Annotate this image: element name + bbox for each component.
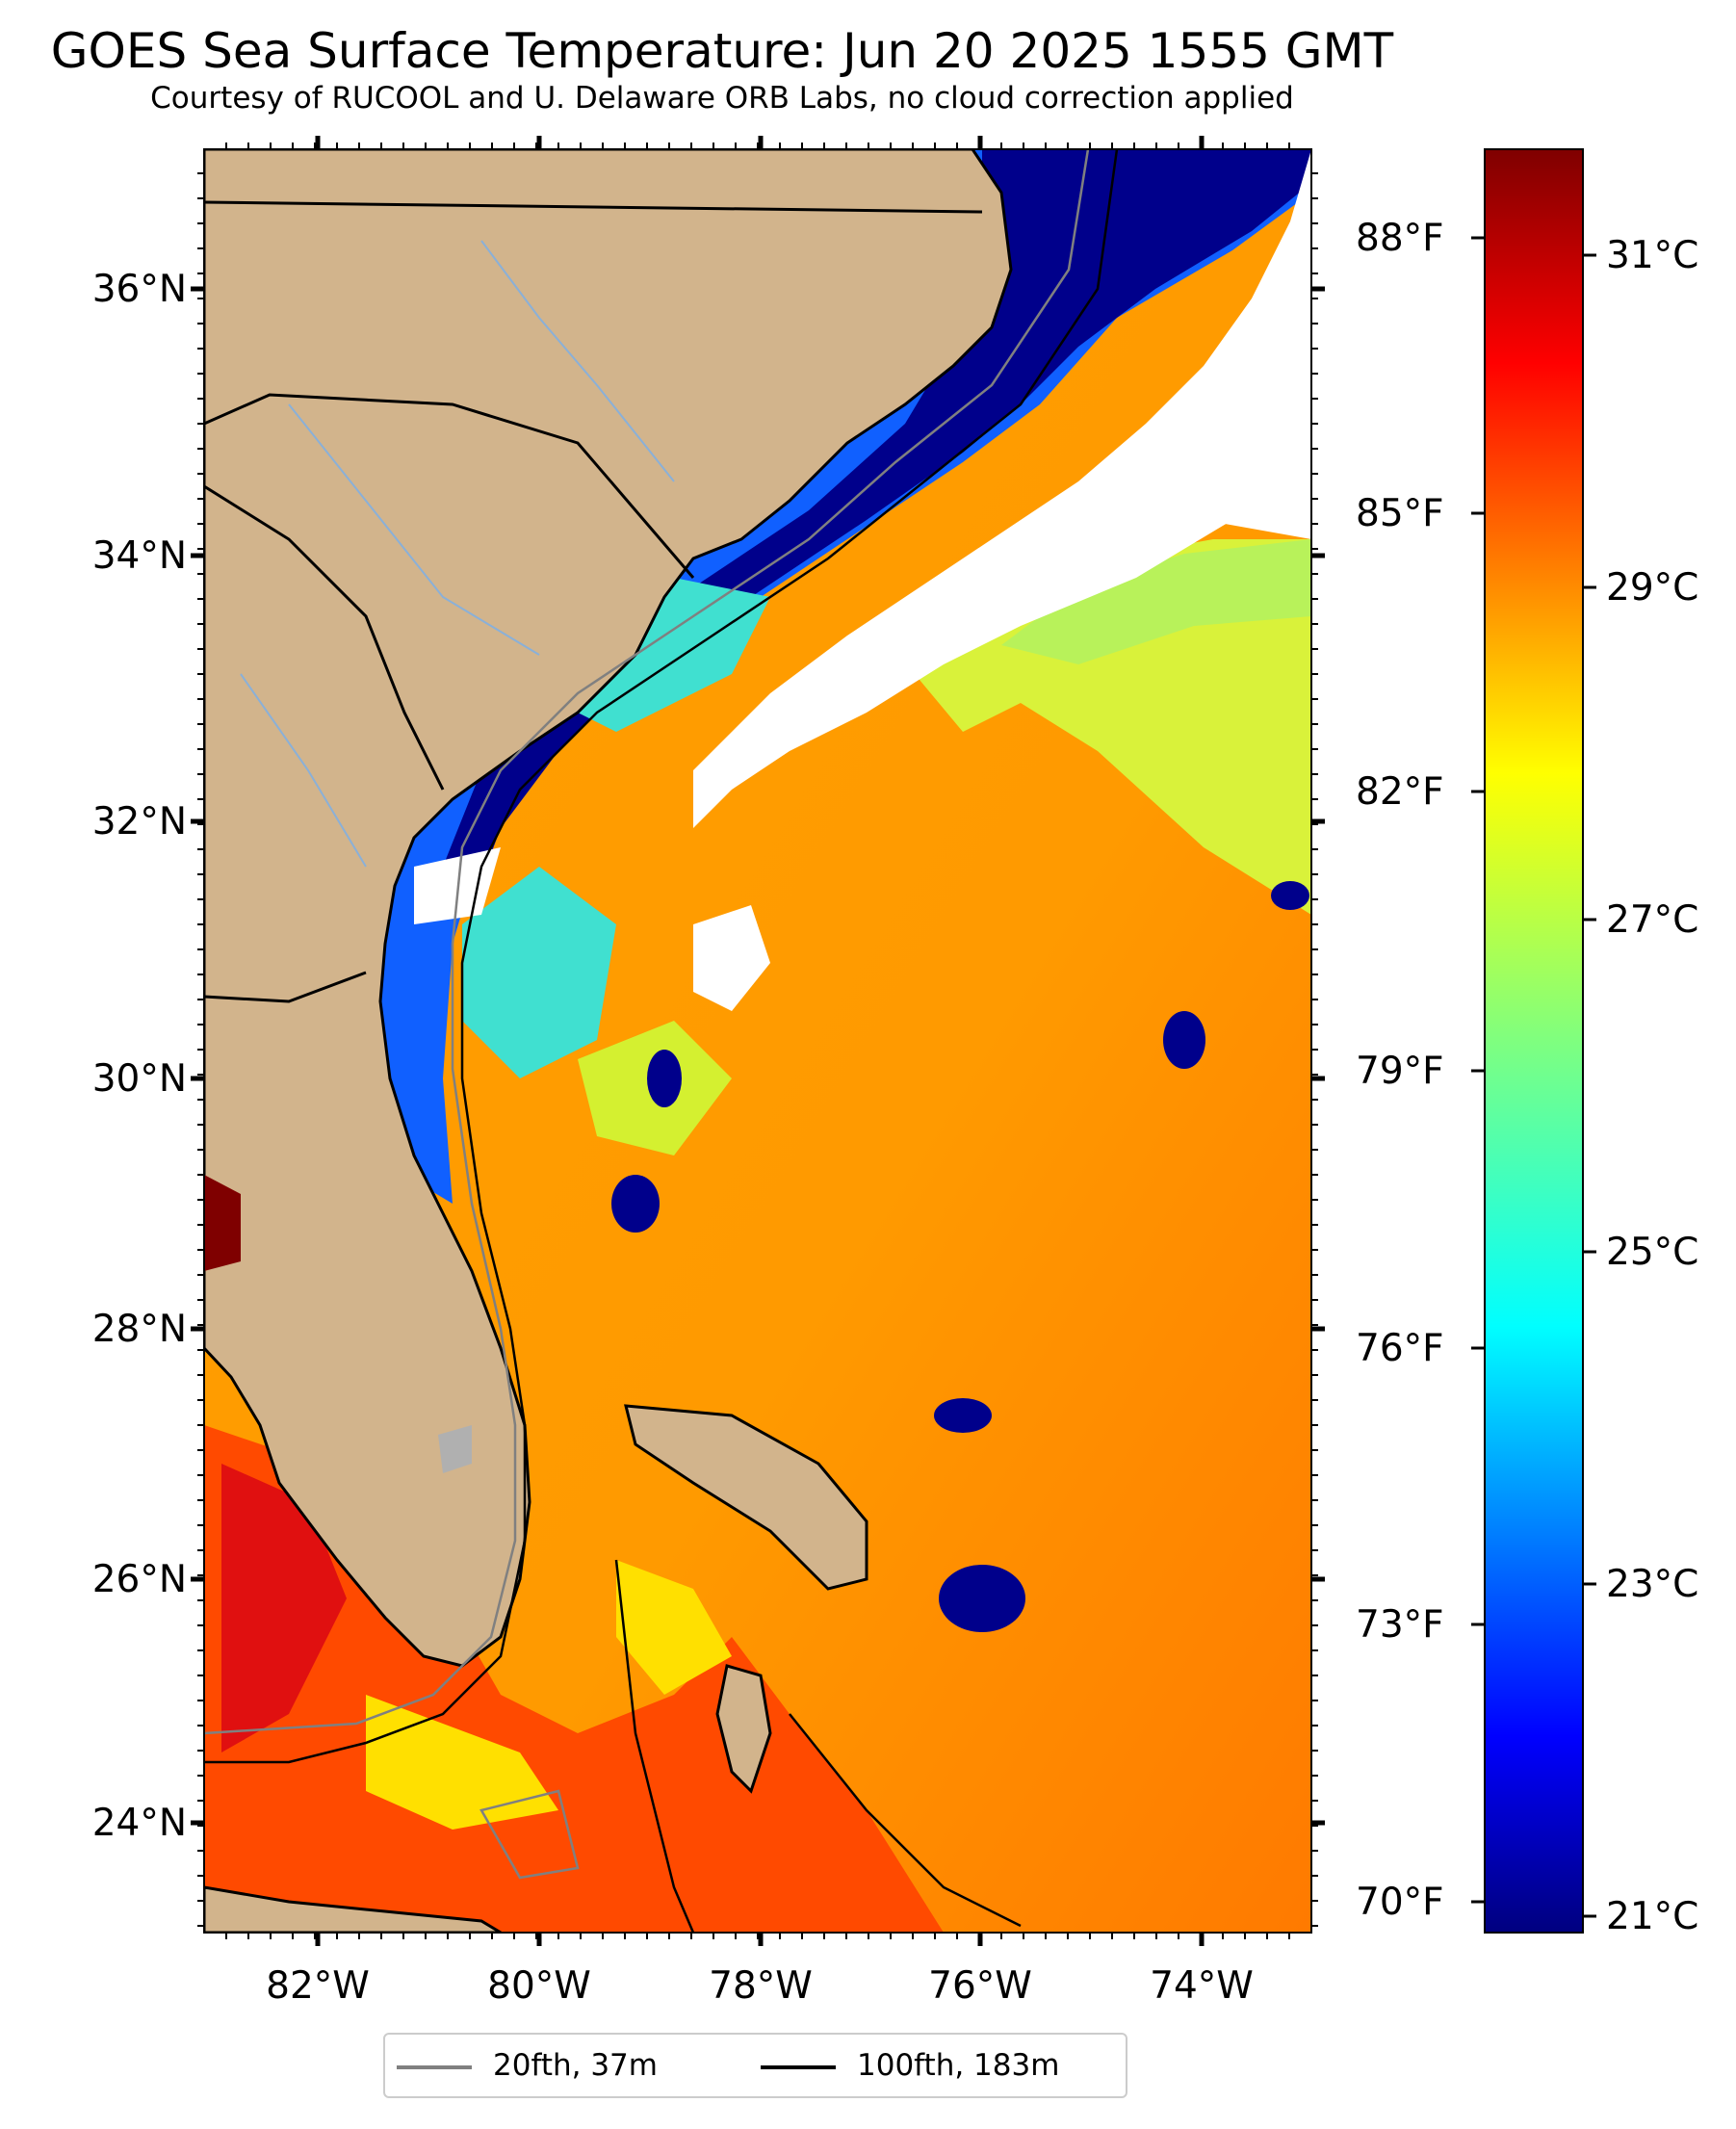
border-ga-fl: [204, 971, 367, 1003]
lat-tick-label: 24°N: [92, 1802, 187, 1845]
border-sc-ga: [204, 484, 445, 791]
lon-tick-label: 78°W: [709, 1964, 813, 2008]
colorbar-c-label: 29°C: [1606, 566, 1698, 610]
river: [480, 240, 675, 482]
lat-tick-label: 34°N: [92, 534, 187, 578]
cold-spot: [1163, 1011, 1205, 1069]
ocean-darkred-patch: [221, 1464, 347, 1753]
land-cuba: [204, 1885, 504, 1933]
lake-okeechobee: [438, 1425, 472, 1473]
axis-labels: 36°N 34°N 32°N 30°N 28°N 26°N 24°N 82°W 80°W 78°W…: [92, 268, 1254, 2008]
colorbar-f-label: 73°F: [1356, 1603, 1444, 1647]
colorbar-c-label: 23°C: [1606, 1563, 1698, 1606]
legend-label: 100fth, 183m: [857, 2048, 1060, 2083]
inland-lake-hot: [204, 1175, 241, 1271]
colorbar-f-label: 70°F: [1356, 1881, 1444, 1924]
map-area: [204, 149, 1311, 1933]
lon-tick-label: 76°W: [928, 1964, 1032, 2008]
colorbar-f-label: 76°F: [1356, 1327, 1444, 1370]
cloud-mask-small: [693, 905, 770, 1011]
cloud-mask-large: [693, 149, 1311, 828]
cold-spot: [611, 1175, 660, 1233]
border-nc-sc: [204, 393, 695, 579]
cloud-mask-edge: [963, 501, 1311, 636]
lat-tick-label: 36°N: [92, 268, 187, 311]
colorbar-c-label: 31°C: [1606, 234, 1698, 277]
legend-line-black: [761, 2064, 836, 2069]
lon-tick-label: 82°W: [266, 1964, 370, 2008]
river: [288, 403, 540, 656]
colorbar-f-label: 88°F: [1356, 217, 1444, 260]
cold-spot: [1271, 881, 1309, 910]
isobath-100fth: [204, 149, 1119, 1764]
ocean-yellow-patch: [616, 1560, 732, 1695]
colorbar-f-label: 79°F: [1356, 1050, 1444, 1093]
ocean-yellow-patch-2: [366, 1695, 558, 1830]
colorbar-f-label: 82°F: [1356, 770, 1444, 814]
colorbar: [1484, 148, 1584, 1934]
lat-tick-label: 28°N: [92, 1308, 187, 1351]
legend-item-20fth: 20fth, 37m: [397, 2048, 658, 2083]
border-va-nc: [204, 200, 983, 214]
isobath-100fth-bahamas: [614, 1559, 695, 1933]
legend-label: 20fth, 37m: [493, 2048, 658, 2083]
map-subtitle: Courtesy of RUCOOL and U. Delaware ORB L…: [150, 81, 1294, 116]
map-title: GOES Sea Surface Temperature: Jun 20 202…: [50, 23, 1394, 79]
lat-tick-label: 32°N: [92, 800, 187, 844]
lon-tick-label: 74°W: [1150, 1964, 1254, 2008]
isobath-20fth: [204, 149, 1090, 1735]
isobath-20fth-cay: [479, 1789, 580, 1880]
ocean-cyan-patch-2: [462, 867, 616, 1078]
cold-spot: [934, 1398, 992, 1433]
legend: 20fth, 37m 100fth, 183m: [383, 2033, 1127, 2098]
frame-ticks: [191, 136, 1325, 1946]
colorbar-c-label: 27°C: [1606, 898, 1698, 942]
river: [240, 673, 367, 868]
lat-tick-label: 26°N: [92, 1558, 187, 1601]
lat-tick-label: 30°N: [92, 1057, 187, 1101]
ocean-greenish-region: [915, 539, 1311, 915]
lon-tick-label: 80°W: [487, 1964, 591, 2008]
ocean-darkblue-band: [443, 149, 1311, 905]
ocean-green-patch: [1001, 539, 1311, 664]
cold-spot: [939, 1565, 1025, 1632]
legend-line-gray: [397, 2064, 472, 2069]
legend-item-100fth: 100fth, 183m: [761, 2048, 1059, 2083]
land-mainland: [204, 149, 1013, 1668]
land-grand-bahama: [624, 1404, 868, 1591]
colorbar-f-label: 85°F: [1356, 492, 1444, 535]
colorbar-ticks: 88°F 85°F 82°F 79°F 76°F 73°F 70°F 31°C 29°C 27°C…: [1356, 217, 1698, 1938]
land-andros: [715, 1664, 772, 1794]
colorbar-c-label: 21°C: [1606, 1895, 1698, 1938]
colorbar-c-label: 25°C: [1606, 1231, 1698, 1274]
cold-spot: [647, 1050, 682, 1107]
isobath-100fth-bahamas-2: [789, 1713, 1022, 1928]
